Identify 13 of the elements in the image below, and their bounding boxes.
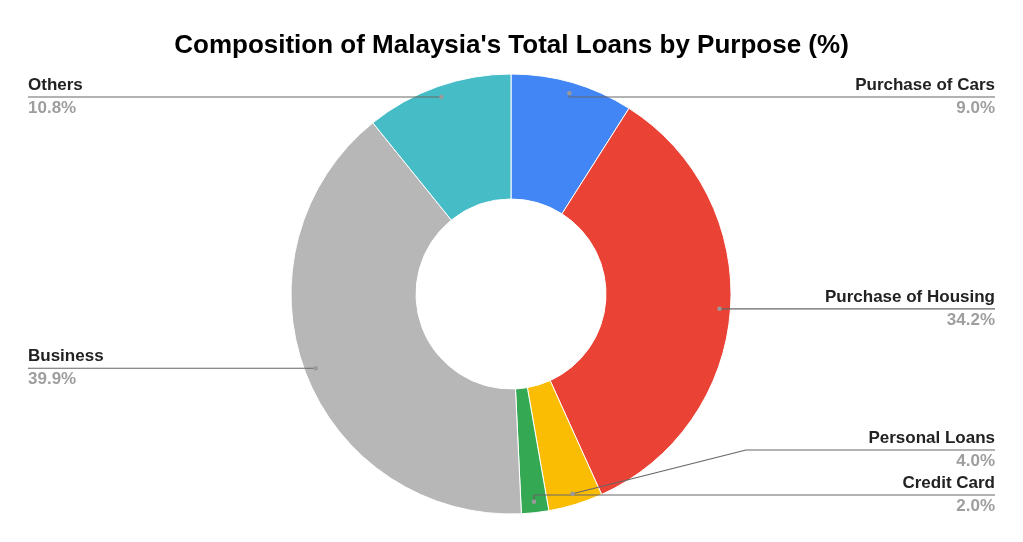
slice-label: Purchase of Cars: [855, 75, 995, 94]
data-label: 2.0%: [956, 496, 995, 515]
slice-label: Purchase of Housing: [824, 286, 995, 306]
data-label: 9.0%: [956, 98, 995, 117]
data-label: 39.9%: [28, 369, 77, 389]
slice-label: Personal Loans: [868, 428, 995, 447]
data-label: 4.0%: [956, 451, 995, 470]
slice-label: Business: [28, 346, 104, 366]
data-label: 34.2%: [946, 309, 995, 329]
slice-label: Credit Card: [902, 473, 995, 492]
data-label: 10.8%: [28, 98, 77, 117]
slice-label: Others: [28, 75, 83, 94]
chart-title: Composition of Malaysia's Total Loans by Purpose (%): [174, 29, 849, 59]
